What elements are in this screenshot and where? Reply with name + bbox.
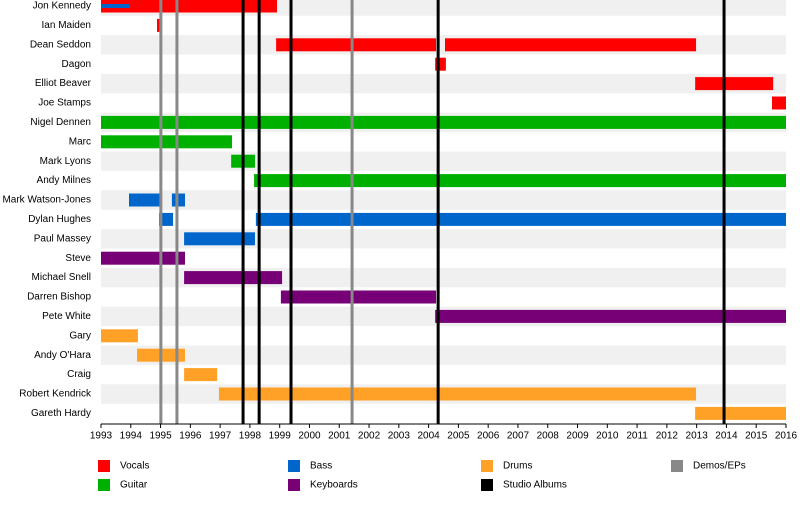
row-label: Gary <box>69 330 91 341</box>
x-tick-label: 2005 <box>447 431 470 442</box>
x-tick-label: 2008 <box>537 431 560 442</box>
legend-label: Bass <box>310 461 332 472</box>
legend-label: Demos/EPs <box>693 461 746 472</box>
x-tick-label: 1996 <box>179 431 202 442</box>
x-tick-label: 1995 <box>149 431 172 442</box>
x-tick-label: 1993 <box>90 431 113 442</box>
x-tick-label: 2000 <box>298 431 321 442</box>
tenure-bar <box>772 96 786 110</box>
legend-swatch <box>288 460 300 472</box>
x-tick-label: 2003 <box>388 431 411 442</box>
row-stripe <box>101 151 786 171</box>
row-label: Dylan Hughes <box>28 214 91 225</box>
row-label: Joe Stamps <box>38 98 91 109</box>
tenure-bar <box>101 0 278 13</box>
legend-swatch <box>671 460 683 472</box>
row-label: Darren Bishop <box>27 292 91 303</box>
row-label: Dean Seddon <box>30 39 91 50</box>
row-label: Marc <box>69 136 91 147</box>
legend-label: Guitar <box>120 480 148 491</box>
row-label: Elliot Beaver <box>35 78 92 89</box>
x-tick-label: 1997 <box>209 431 232 442</box>
tenure-bar <box>444 38 697 52</box>
tenure-bar <box>159 212 174 226</box>
x-tick-label: 2001 <box>328 431 351 442</box>
legend-swatch <box>98 460 110 472</box>
tenure-bar <box>254 174 786 188</box>
legend-swatch <box>288 479 300 491</box>
row-label: Ian Maiden <box>42 20 91 31</box>
row-label: Jon Kennedy <box>33 1 91 12</box>
x-tick-label: 2015 <box>745 431 768 442</box>
row-label: Mark Lyons <box>40 156 91 167</box>
tenure-bar <box>156 18 160 32</box>
tenure-bar <box>101 115 786 129</box>
tenure-bar <box>128 193 160 207</box>
row-stripe <box>101 73 786 94</box>
x-tick-label: 2014 <box>715 431 738 442</box>
tenure-bar <box>280 290 437 304</box>
x-tick-label: 2002 <box>358 431 381 442</box>
row-label: Mark Watson-Jones <box>2 195 91 206</box>
x-tick-label: 2011 <box>626 431 648 442</box>
x-tick-label: 2006 <box>477 431 500 442</box>
legend-swatch <box>481 460 493 472</box>
tenure-bar <box>695 406 786 420</box>
tenure-bar <box>276 38 437 52</box>
x-tick-label: 2010 <box>596 431 619 442</box>
tenure-bar <box>101 135 233 149</box>
x-tick-label: 2007 <box>507 431 530 442</box>
row-stripe <box>101 229 786 249</box>
tenure-bar <box>101 329 138 343</box>
row-stripe <box>101 190 786 210</box>
row-stripe <box>101 345 786 365</box>
tenure-bar <box>435 57 446 71</box>
x-tick-label: 1998 <box>239 431 262 442</box>
row-label: Steve <box>65 253 91 264</box>
tenure-bar <box>435 309 786 323</box>
row-label: Robert Kendrick <box>19 389 92 400</box>
row-label: Pete White <box>42 311 91 322</box>
row-label: Gareth Hardy <box>31 408 91 419</box>
legend-label: Keyboards <box>310 480 358 491</box>
x-tick-label: 2013 <box>686 431 709 442</box>
row-label: Craig <box>67 369 91 380</box>
row-label: Paul Massey <box>34 233 91 244</box>
legend-label: Vocals <box>120 461 149 472</box>
row-label: Michael Snell <box>32 272 91 283</box>
row-label: Dagon <box>62 59 91 70</box>
row-label: Andy O'Hara <box>34 350 91 361</box>
tenure-bar <box>255 212 786 226</box>
row-label: Nigel Dennen <box>30 117 91 128</box>
legend-label: Drums <box>503 461 532 472</box>
x-tick-label: 2004 <box>417 431 440 442</box>
tenure-bar <box>101 251 185 265</box>
tenure-bar <box>184 271 283 285</box>
legend-label: Studio Albums <box>503 480 567 491</box>
row-label: Andy Milnes <box>37 175 91 186</box>
tenure-bar <box>695 77 774 91</box>
tenure-bar <box>101 4 130 8</box>
legend-swatch <box>481 479 493 491</box>
x-tick-label: 1994 <box>120 431 143 442</box>
x-tick-label: 2016 <box>775 431 798 442</box>
tenure-bar <box>184 232 255 246</box>
tenure-bar <box>218 387 697 401</box>
x-tick-label: 2012 <box>656 431 679 442</box>
tenure-bar <box>184 368 218 382</box>
x-tick-label: 1999 <box>269 431 292 442</box>
legend-swatch <box>98 479 110 491</box>
x-tick-label: 2009 <box>566 431 589 442</box>
